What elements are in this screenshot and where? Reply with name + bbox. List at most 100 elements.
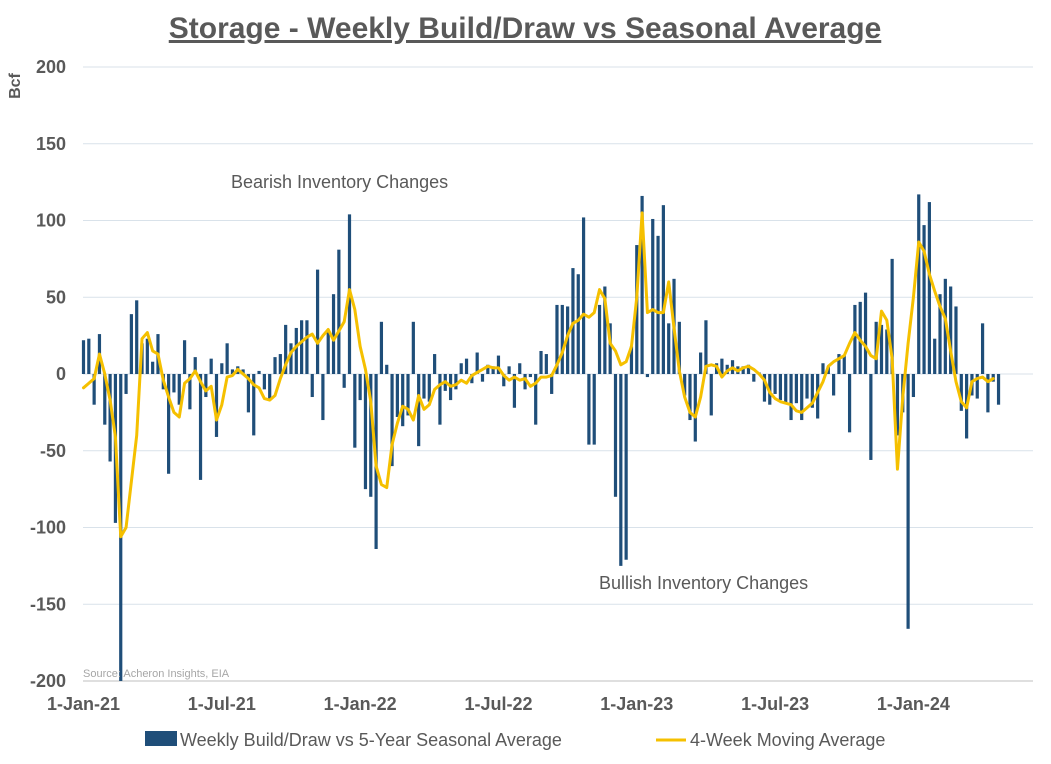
bar <box>629 346 634 374</box>
bar <box>837 354 841 374</box>
legend-bar-swatch <box>145 731 177 746</box>
bar <box>401 374 405 427</box>
bar <box>709 374 713 416</box>
bar <box>778 374 783 401</box>
bar <box>773 374 777 394</box>
x-tick-label: 1-Jan-24 <box>877 694 950 714</box>
bar <box>204 374 208 398</box>
bar <box>284 324 288 374</box>
bar <box>518 363 522 374</box>
bar <box>241 369 245 374</box>
x-tick-label: 1-Jan-23 <box>600 694 673 714</box>
bar <box>129 314 133 374</box>
bar <box>784 374 788 404</box>
bar <box>337 249 341 374</box>
chart-title: Storage - Weekly Build/Draw vs Seasonal … <box>169 12 882 45</box>
bar <box>832 374 836 396</box>
bar <box>863 292 868 374</box>
bar <box>167 374 171 474</box>
y-tick-label: 200 <box>36 57 66 77</box>
bar <box>720 358 724 374</box>
bar <box>459 363 463 374</box>
bar <box>486 364 490 374</box>
bar <box>310 374 314 398</box>
bar <box>624 374 628 560</box>
bar <box>933 338 937 374</box>
bar <box>182 340 187 374</box>
bar <box>544 354 548 374</box>
bar <box>326 331 330 374</box>
source-note: Source: Acheron Insights, EIA <box>83 668 230 680</box>
y-tick-label: 150 <box>36 134 66 154</box>
bar <box>225 343 229 374</box>
bar <box>688 374 692 421</box>
bar <box>613 374 618 497</box>
bar <box>661 205 665 374</box>
bar <box>879 324 884 374</box>
y-tick-label: -150 <box>30 594 66 614</box>
bar <box>619 374 623 566</box>
bar <box>597 304 602 374</box>
bar <box>975 374 979 399</box>
bar <box>369 374 373 497</box>
bar <box>667 323 671 374</box>
y-tick-label: -50 <box>40 441 66 461</box>
bar <box>550 374 554 394</box>
bar <box>321 374 325 421</box>
bar <box>794 374 798 404</box>
y-tick-labels: 200 150 100 50 0 -50 -100 -150 -200 <box>30 57 66 691</box>
bar <box>842 355 846 374</box>
bar <box>911 374 916 398</box>
annotation-bullish: Bullish Inventory Changes <box>599 573 808 593</box>
bar <box>363 374 368 490</box>
bar <box>810 374 814 408</box>
bar <box>640 195 644 374</box>
bar <box>539 350 543 374</box>
x-tick-label: 1-Jul-22 <box>464 694 532 714</box>
y-tick-label: 0 <box>56 364 66 384</box>
bar <box>571 268 575 374</box>
bar <box>704 320 708 374</box>
bar <box>789 374 793 421</box>
bar <box>608 323 612 374</box>
bar <box>342 374 346 388</box>
bar <box>816 374 820 419</box>
bar <box>885 329 889 374</box>
bar <box>135 300 139 374</box>
bar <box>358 374 362 401</box>
y-axis-label: Bcf <box>7 72 24 98</box>
bar <box>395 374 399 417</box>
y-tick-label: -200 <box>30 671 66 691</box>
bar <box>427 374 431 402</box>
bar <box>906 374 910 629</box>
bar-series <box>81 194 1001 681</box>
bar <box>869 374 873 460</box>
y-tick-label: 100 <box>36 211 66 231</box>
bar <box>464 358 469 374</box>
bar <box>890 258 894 375</box>
bar <box>847 374 852 433</box>
y-tick-label: -100 <box>30 518 66 538</box>
bar <box>92 374 96 405</box>
bar <box>752 374 756 382</box>
bar <box>406 374 410 416</box>
bar <box>587 374 591 445</box>
x-tick-label: 1-Jul-21 <box>188 694 256 714</box>
bar <box>938 294 942 374</box>
bar <box>81 340 86 374</box>
bar <box>353 374 357 448</box>
bar <box>193 357 197 374</box>
y-tick-label: 50 <box>46 287 66 307</box>
bar <box>746 364 751 374</box>
bar <box>895 374 900 436</box>
bar <box>262 374 266 390</box>
bar <box>124 374 128 394</box>
bar <box>523 374 527 390</box>
bar <box>103 374 107 425</box>
bar <box>959 374 963 411</box>
bar <box>417 374 421 447</box>
bar <box>651 218 655 374</box>
bar <box>108 374 112 462</box>
legend: Weekly Build/Draw vs 5-Year Seasonal Ave… <box>145 730 885 750</box>
bar <box>390 374 394 467</box>
